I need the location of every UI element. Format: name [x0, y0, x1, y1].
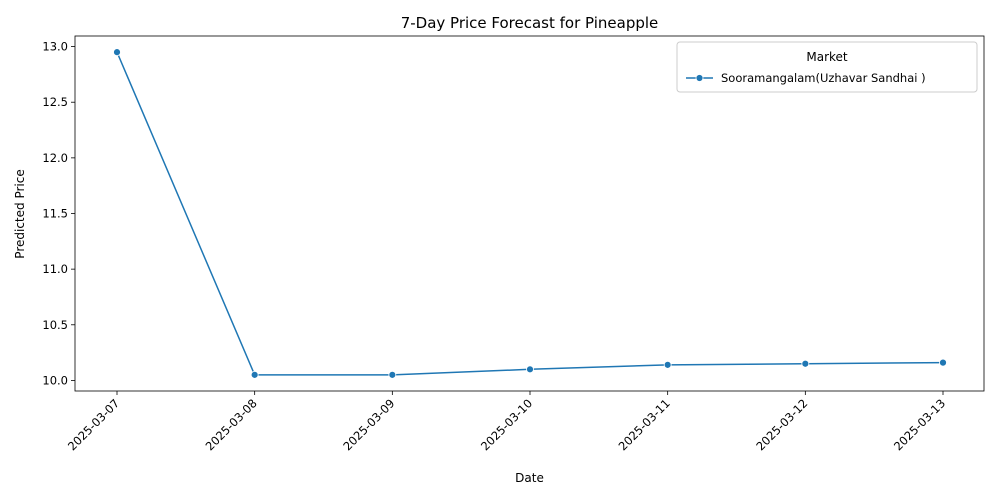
series-layer [113, 48, 947, 379]
data-point [113, 48, 121, 57]
y-tick-label: 12.0 [42, 151, 68, 165]
x-tick-label: 2025-03-11 [616, 396, 673, 453]
x-tick-label: 2025-03-12 [753, 396, 810, 453]
x-tick-label: 2025-03-08 [203, 396, 260, 453]
x-tick-label: 2025-03-09 [340, 396, 397, 453]
y-tick-label: 11.0 [42, 262, 68, 276]
x-tick-label: 2025-03-07 [65, 396, 122, 453]
y-tick-label: 13.0 [42, 40, 68, 54]
plot-area: 10.010.511.011.512.012.513.0 2025-03-07 2… [42, 35, 985, 453]
legend-title: Market [806, 50, 848, 64]
chart-title: 7-Day Price Forecast for Pineapple [401, 14, 659, 32]
y-axis: 10.0 10.5 11.0 11.5 12.0 12.5 13.0 [42, 40, 75, 387]
y-tick-label: 10.5 [42, 318, 68, 332]
series-line [116, 51, 944, 376]
data-point [526, 365, 534, 374]
data-point [939, 358, 947, 367]
legend-label: Sooramangalam(Uzhavar Sandhai ) [721, 71, 926, 85]
data-point [801, 359, 810, 368]
plot-frame [74, 35, 985, 392]
y-axis-label: Predicted Price [13, 169, 27, 258]
x-axis: 2025-03-07 2025-03-08 2025-03-09 2025-03-10… [65, 391, 948, 453]
legend: Market Sooramangalam(Uzhavar Sandhai ) [676, 41, 978, 93]
y-tick-label: 12.5 [42, 95, 68, 109]
data-point [250, 370, 259, 379]
y-tick-label: 10.0 [42, 373, 68, 387]
x-tick-label: 2025-03-10 [478, 396, 535, 453]
x-axis-label: Date [515, 471, 544, 485]
data-point [663, 360, 672, 369]
x-tick-label: 2025-03-13 [891, 396, 948, 453]
y-tick-label: 11.5 [42, 207, 68, 221]
legend-box [676, 41, 978, 93]
data-point [388, 370, 397, 379]
legend-marker-swatch [695, 74, 704, 82]
